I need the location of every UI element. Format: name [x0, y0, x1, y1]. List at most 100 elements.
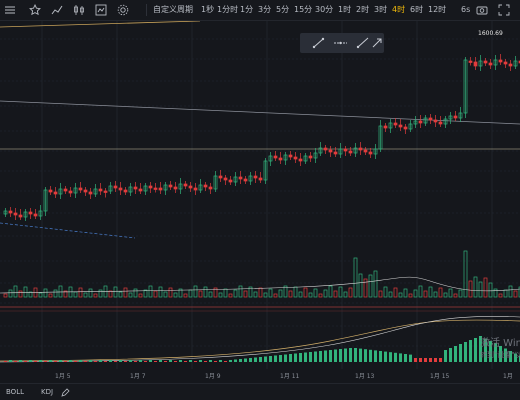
volume-bar: [193, 285, 198, 298]
horizontal-line-icon[interactable]: [330, 33, 351, 53]
interval-5[interactable]: 5分: [276, 5, 290, 14]
interval-6[interactable]: 15分: [294, 5, 313, 14]
settings-icon[interactable]: [116, 3, 130, 17]
refresh-interval-text[interactable]: 6s: [461, 5, 471, 14]
candle-body: [493, 59, 498, 66]
volume-bar: [273, 293, 278, 298]
ray-icon[interactable]: [352, 33, 373, 53]
interval-2[interactable]: 1分时: [217, 5, 239, 14]
candle-body: [378, 125, 383, 150]
macd-bar: [129, 360, 132, 362]
macd-bar: [364, 349, 367, 362]
candle-body: [28, 211, 33, 215]
volume-bar: [403, 288, 408, 298]
interval-10[interactable]: 3时: [374, 5, 388, 14]
macd-bar: [369, 349, 372, 362]
volume-bar: [58, 285, 63, 298]
volume-bar: [363, 278, 368, 298]
macd-bar: [119, 360, 122, 362]
trend-line-icon[interactable]: [308, 33, 329, 53]
camera-icon[interactable]: [475, 3, 489, 17]
fullscreen-icon[interactable]: [497, 3, 511, 17]
macd-bar: [239, 359, 242, 362]
menu-icon[interactable]: [3, 3, 17, 17]
indicator-boll[interactable]: BOLL: [6, 388, 24, 396]
indicator-icon[interactable]: [94, 3, 108, 17]
macd-bar: [374, 350, 377, 362]
macd-bar: [434, 358, 437, 362]
macd-bar: [389, 352, 392, 362]
interval-4[interactable]: 3分: [258, 5, 272, 14]
candle-body: [88, 191, 93, 195]
x-label: 1月 5: [55, 373, 71, 380]
macd-bar: [484, 338, 487, 362]
star-icon[interactable]: [28, 3, 42, 17]
macd-bar: [74, 361, 77, 362]
interval-12[interactable]: 6时: [410, 5, 424, 14]
volume-bar: [128, 292, 133, 298]
candle-body: [308, 155, 313, 159]
candle-body: [8, 210, 13, 214]
macd-bar: [14, 361, 17, 362]
candle-body: [293, 156, 298, 160]
candle-body: [138, 188, 143, 192]
x-label: 1月 15: [430, 373, 450, 380]
line-chart-icon[interactable]: [50, 3, 64, 17]
volume-bar: [413, 289, 418, 298]
time-axis: 1月 5 1月 7 1月 9 1月 11 1月 13 1月 15 1月: [0, 370, 520, 382]
volume-bar: [148, 285, 153, 298]
volume-bar: [248, 286, 253, 298]
macd-bar: [54, 361, 57, 362]
edit-icon[interactable]: [61, 388, 70, 397]
interval-9[interactable]: 2时: [356, 5, 370, 14]
candlestick-chart[interactable]: [0, 21, 520, 383]
interval-11-active[interactable]: 4时: [392, 5, 406, 14]
candle-body: [393, 122, 398, 126]
candle-body: [478, 60, 483, 67]
volume-bar: [53, 289, 58, 298]
macd-bar: [269, 356, 272, 362]
candle-body: [153, 187, 158, 190]
candle-body: [363, 149, 368, 153]
custom-period-button[interactable]: 自定义周期: [153, 5, 193, 14]
volume-bar: [408, 293, 413, 298]
macd-bar: [89, 360, 92, 362]
interval-8[interactable]: 1时: [338, 5, 352, 14]
toolbar-divider: [146, 4, 147, 16]
volume-bar: [303, 287, 308, 298]
macd-bar: [499, 346, 502, 362]
candlestick-icon[interactable]: [72, 3, 86, 17]
macd-bar: [294, 353, 297, 362]
candle-body: [218, 175, 223, 179]
candle-body: [503, 61, 508, 65]
candle-body: [413, 120, 418, 125]
volume-bar: [448, 288, 453, 298]
volume-bar: [173, 292, 178, 298]
macd-bar: [174, 361, 177, 362]
interval-1[interactable]: 1秒: [201, 5, 215, 14]
macd-bar: [244, 358, 247, 362]
macd-bar: [489, 341, 492, 362]
macd-bar: [104, 361, 107, 362]
candle-body: [313, 152, 318, 159]
volume-bar: [163, 291, 168, 298]
macd-bar: [439, 358, 442, 362]
interval-13[interactable]: 12时: [428, 5, 447, 14]
x-label: 1月: [503, 373, 513, 380]
volume-bar: [118, 291, 123, 298]
macd-bar: [409, 354, 412, 362]
interval-7[interactable]: 30分: [315, 5, 334, 14]
volume-bar: [473, 276, 478, 298]
macd-bar: [399, 353, 402, 362]
volume-bar: [208, 291, 213, 298]
volume-bar: [368, 274, 373, 298]
arrow-icon[interactable]: [368, 33, 389, 53]
candle-body: [343, 148, 348, 152]
interval-3[interactable]: 1分: [240, 5, 254, 14]
macd-bar: [144, 361, 147, 362]
macd-bar: [159, 360, 162, 362]
candle-body: [118, 187, 123, 191]
indicator-kdj[interactable]: KDJ: [41, 388, 54, 396]
candle-body: [358, 147, 363, 151]
volume-bar: [23, 286, 28, 298]
